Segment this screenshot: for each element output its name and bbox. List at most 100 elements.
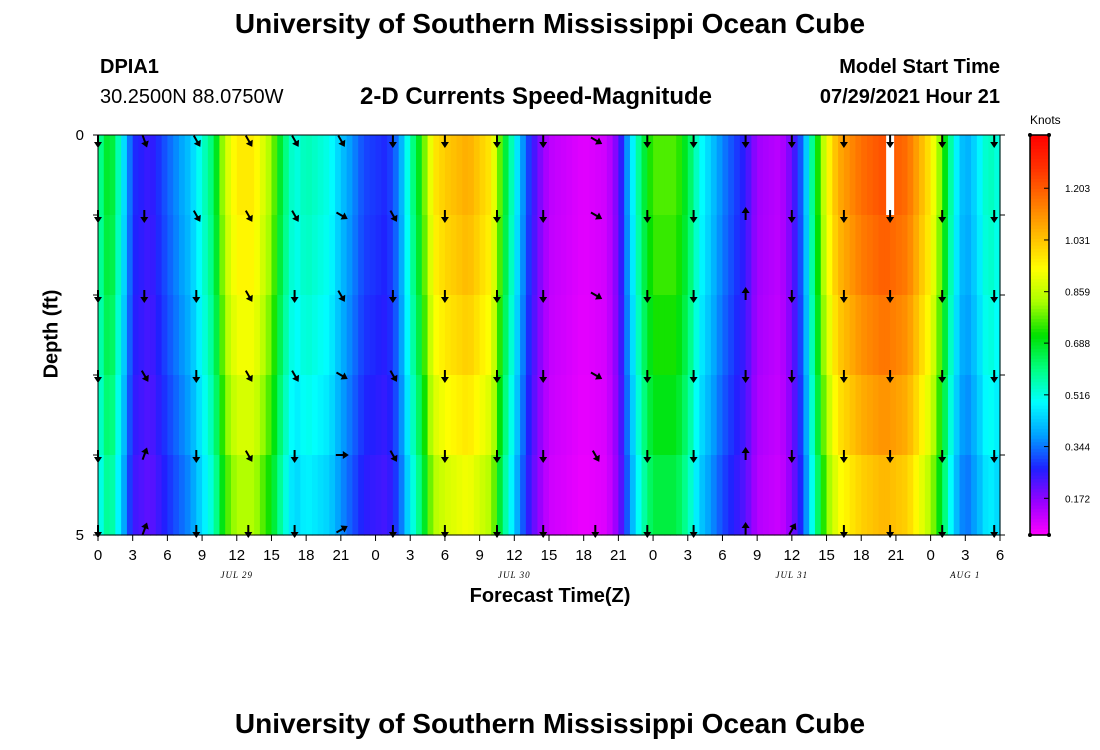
heatmap-cell: [150, 375, 157, 456]
heatmap-cell: [971, 455, 978, 536]
colorbar-band: [1030, 521, 1049, 526]
heatmap-cell: [416, 295, 423, 376]
heatmap-cell: [288, 215, 296, 296]
heatmap-cell: [942, 375, 949, 456]
arrow-head: [595, 292, 603, 300]
heatmap-cell: [855, 215, 862, 296]
heatmap-cell: [398, 215, 406, 296]
heatmap-cell: [577, 135, 585, 216]
heatmap-cell: [242, 295, 249, 376]
arrow-head: [886, 217, 895, 223]
heatmap-cell: [485, 455, 492, 536]
colorbar-band: [1030, 481, 1049, 486]
heatmap-cell: [681, 455, 689, 536]
heatmap-cell: [381, 135, 388, 216]
arrow-head: [338, 139, 346, 147]
heatmap-cell: [699, 375, 706, 456]
heatmap-cell: [514, 215, 521, 296]
heatmap-cell: [335, 295, 342, 376]
heatmap-cell: [774, 295, 781, 376]
heatmap-cell: [942, 295, 949, 376]
arrow-head: [990, 297, 999, 303]
heatmap-cell: [392, 295, 400, 376]
heatmap-cell: [173, 295, 180, 376]
colorbar-band: [1030, 198, 1049, 203]
heatmap-cell: [363, 455, 371, 536]
heatmap-cell: [606, 215, 614, 296]
heatmap-cell: [421, 375, 429, 456]
heatmap-cell: [190, 215, 197, 296]
heatmap-cell: [971, 375, 978, 456]
heatmap-cell: [693, 135, 700, 216]
colorbar-band: [1030, 415, 1049, 419]
heatmap-cell: [861, 375, 868, 456]
heatmap-cell: [537, 375, 544, 456]
heatmap-cell: [178, 215, 186, 296]
heatmap-cell: [629, 135, 637, 216]
heatmap-cell: [283, 135, 290, 216]
current-arrow: [141, 447, 149, 461]
colorbar-band: [1030, 201, 1049, 206]
heatmap-cell: [196, 135, 203, 216]
heatmap-cell: [473, 135, 481, 216]
heatmap-cell: [589, 135, 596, 216]
heatmap-cell: [814, 135, 822, 216]
heatmap-cell: [329, 375, 336, 456]
heatmap-cell: [762, 135, 770, 216]
current-arrow: [493, 135, 501, 148]
heatmap-cell: [595, 135, 602, 216]
heatmap-cell: [687, 215, 695, 296]
heatmap-cell: [444, 215, 452, 296]
heatmap-cell: [508, 135, 515, 216]
heatmap-cell: [867, 375, 874, 456]
heatmap-cell: [601, 135, 608, 216]
heatmap-cell: [762, 375, 770, 456]
heatmap-cell: [560, 295, 567, 376]
heatmap-cell: [363, 215, 371, 296]
heatmap-cell: [658, 455, 666, 536]
heatmap-cell: [890, 455, 897, 536]
heatmap-cell: [919, 295, 926, 376]
heatmap-cell: [311, 295, 319, 376]
arrow-head: [390, 374, 398, 382]
heatmap-cell: [502, 135, 510, 216]
heatmap-cell: [265, 375, 273, 456]
heatmap-cell: [392, 135, 400, 216]
colorbar-band: [1030, 425, 1049, 429]
colorbar-band: [1030, 258, 1049, 263]
heatmap-cell: [103, 455, 111, 536]
heatmap-cell: [803, 375, 810, 456]
heatmap-cell: [739, 295, 747, 376]
heatmap-cell: [577, 295, 585, 376]
heatmap-cell: [953, 295, 961, 376]
heatmap-cell: [549, 375, 556, 456]
colorbar-band: [1030, 158, 1049, 163]
heatmap-cell: [254, 375, 261, 456]
heatmap-cell: [126, 135, 134, 216]
heatmap-cell: [531, 135, 539, 216]
heatmap-cell: [456, 375, 463, 456]
model-start-value: 07/29/2021 Hour 21: [819, 86, 1000, 108]
heatmap-cell: [155, 375, 163, 456]
heatmap-cell: [699, 455, 706, 536]
colorbar-band: [1030, 418, 1049, 423]
heatmap-cell: [283, 455, 290, 536]
heatmap-cell: [872, 135, 880, 216]
heatmap-cell: [98, 215, 105, 296]
heatmap-cell: [450, 135, 458, 216]
heatmap-cell: [150, 135, 157, 216]
heatmap-cell: [947, 455, 955, 536]
heatmap-cell: [583, 215, 591, 296]
heatmap-cell: [699, 215, 706, 296]
heatmap-cell: [167, 455, 174, 536]
heatmap-cell: [855, 295, 862, 376]
heatmap-cell: [635, 215, 643, 296]
heatmap-cell: [213, 455, 221, 536]
heatmap-cell: [728, 135, 735, 216]
colorbar-band: [1030, 458, 1049, 463]
arrow-head: [539, 142, 548, 148]
heatmap-cell: [994, 135, 1001, 216]
heatmap-cells: [98, 135, 1001, 536]
heatmap-cell: [826, 375, 833, 456]
